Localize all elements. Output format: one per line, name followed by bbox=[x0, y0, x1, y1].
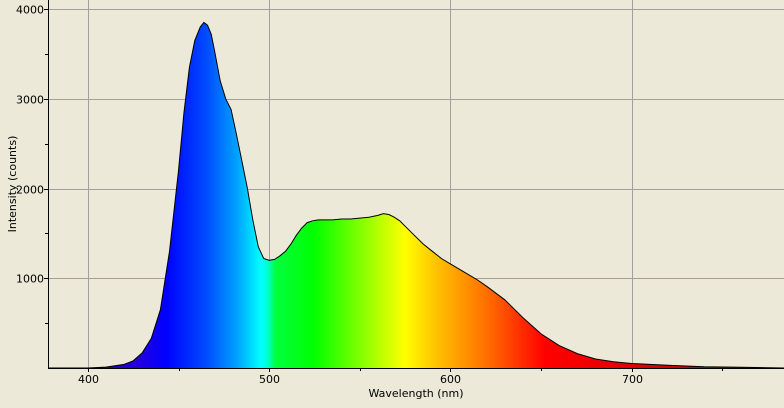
spectrum-area bbox=[48, 22, 784, 368]
y-tick-label: 2000 bbox=[16, 184, 44, 197]
grid-lines bbox=[48, 0, 784, 368]
tick-labels: 400 500 600 700 1000 2000 3000 4000 bbox=[16, 4, 643, 387]
spectrum-line bbox=[48, 21, 784, 369]
axes bbox=[44, 0, 784, 372]
x-tick-label: 400 bbox=[78, 373, 99, 386]
y-axis-label: Intensity (counts) bbox=[6, 136, 19, 233]
y-tick-label: 3000 bbox=[16, 94, 44, 107]
x-tick-label: 700 bbox=[622, 373, 643, 386]
x-tick-label: 600 bbox=[440, 373, 461, 386]
y-tick-label: 4000 bbox=[16, 4, 44, 17]
x-tick-label: 500 bbox=[259, 373, 280, 386]
x-axis-label: Wavelength (nm) bbox=[368, 387, 463, 400]
y-tick-label: 1000 bbox=[16, 273, 44, 286]
